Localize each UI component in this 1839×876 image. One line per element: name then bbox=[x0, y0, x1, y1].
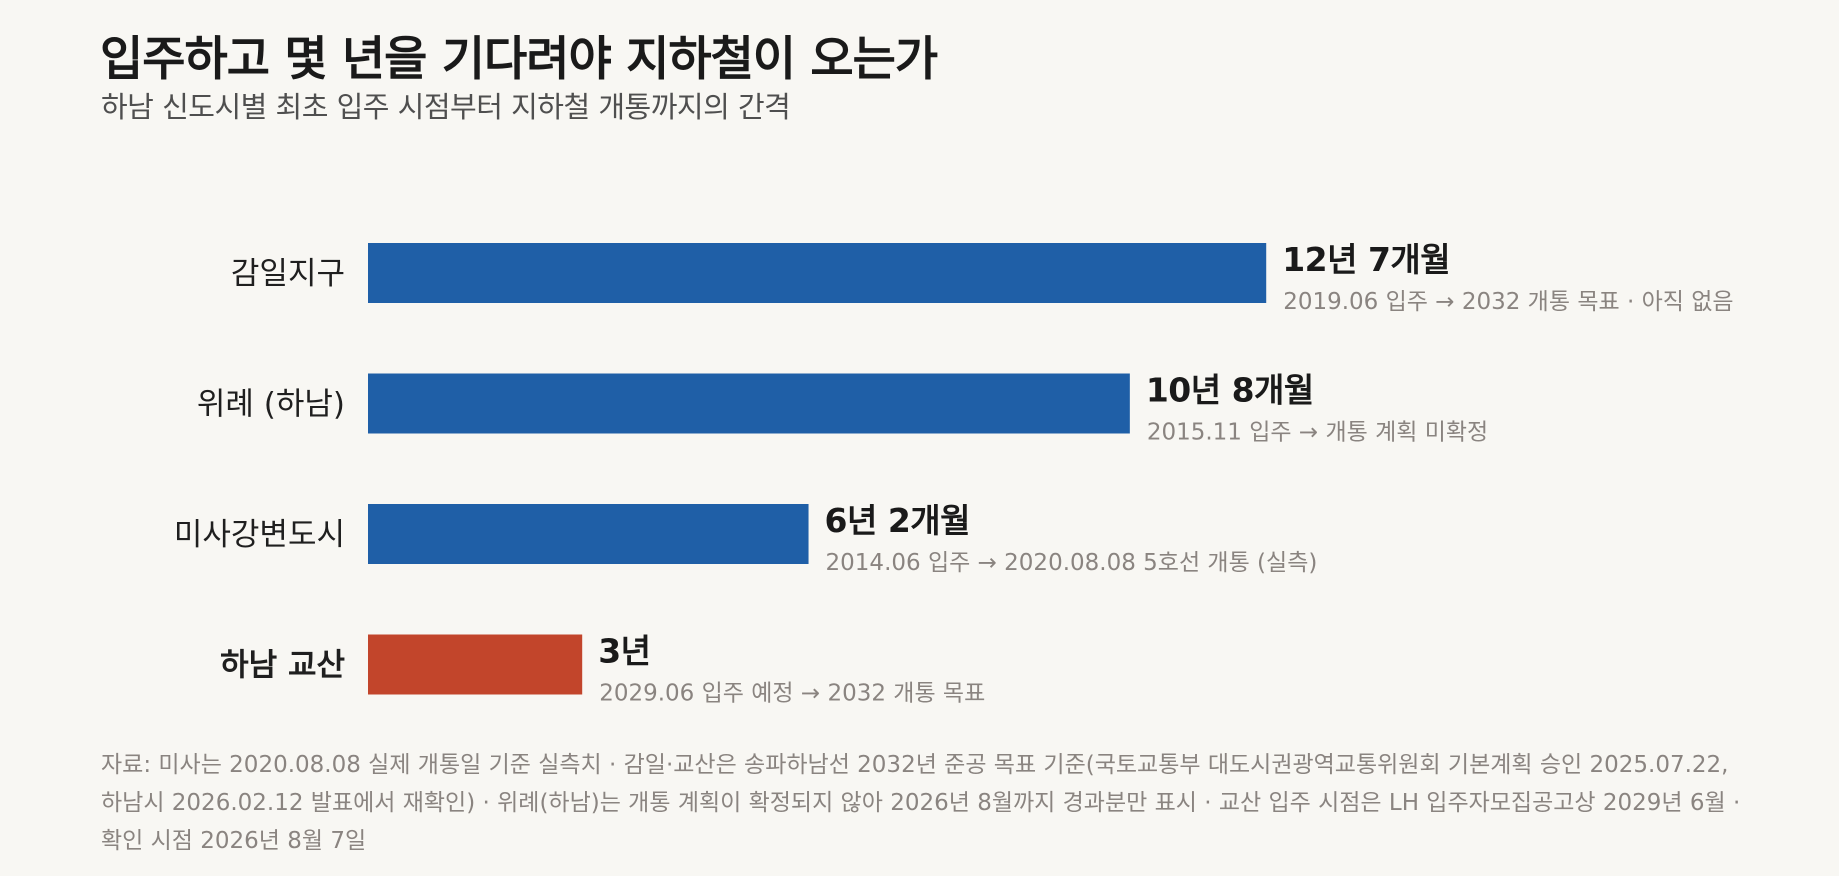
category-label: 위례 (하남) bbox=[197, 387, 345, 423]
bar bbox=[368, 634, 583, 695]
category-label: 하남 교산 bbox=[220, 648, 345, 684]
bar-note-label: 2015.11 입주 → 개통 계획 미확정 bbox=[1147, 420, 1488, 446]
bar bbox=[368, 504, 809, 564]
bar bbox=[368, 243, 1267, 303]
bar-note-label: 2014.06 입주 → 2020.08.08 5호선 개통 (실측) bbox=[826, 550, 1318, 576]
category-label: 미사강변도시 bbox=[174, 517, 345, 553]
bar bbox=[368, 373, 1130, 434]
source-footnote: 자료: 미사는 2020.08.08 실제 개통일 기준 실측치 · 감일·교산… bbox=[101, 752, 1741, 854]
bar-chart: 감일지구 12년 7개월 2019.06 입주 → 2032 개통 목표 · 아직 … bbox=[174, 240, 1734, 707]
bar-value-label: 6년 2개월 bbox=[825, 501, 971, 540]
bar-value-label: 12년 7개월 bbox=[1282, 240, 1450, 279]
bar-note-label: 2019.06 입주 → 2032 개통 목표 · 아직 없음 bbox=[1283, 289, 1733, 315]
category-label: 감일지구 bbox=[231, 256, 345, 292]
bar-note-label: 2029.06 입주 예정 → 2032 개통 목표 bbox=[599, 681, 985, 707]
chart-title: 입주하고 몇 년을 기다려야 지하철이 오는가 bbox=[100, 32, 938, 87]
bar-value-label: 3년 bbox=[598, 632, 650, 671]
chart-subtitle: 하남 신도시별 최초 입주 시점부터 지하철 개통까지의 간격 bbox=[101, 90, 791, 124]
bar-value-label: 10년 8개월 bbox=[1146, 371, 1314, 410]
